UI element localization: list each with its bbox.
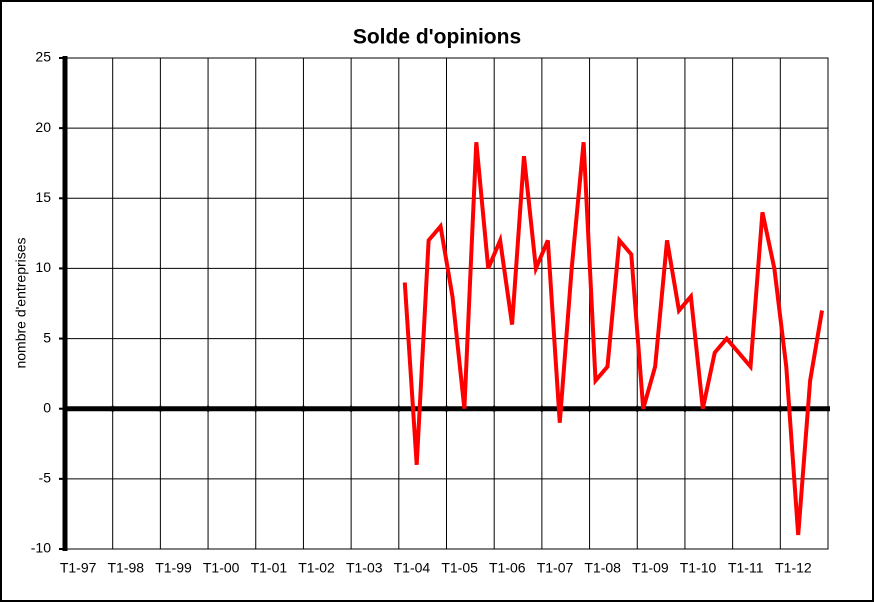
x-tick-label: T1-06	[489, 560, 526, 576]
y-tick-label: -10	[31, 540, 51, 556]
y-tick-label: 20	[35, 119, 51, 135]
x-tick-label: T1-07	[537, 560, 574, 576]
y-tick-label: 10	[35, 259, 51, 275]
x-tick-label: T1-04	[394, 560, 431, 576]
x-tick-label: T1-00	[203, 560, 240, 576]
y-tick-label: -5	[39, 470, 52, 486]
x-tick-label: T1-08	[584, 560, 621, 576]
x-tick-label: T1-10	[680, 560, 717, 576]
y-tick-label: 0	[43, 399, 51, 415]
y-tick-label: 5	[43, 329, 51, 345]
data-line	[402, 141, 825, 536]
x-tick-label: T1-12	[775, 560, 812, 576]
x-tick-label: T1-05	[441, 560, 478, 576]
x-tick-label: T1-98	[108, 560, 145, 576]
x-tick-label: T1-99	[155, 560, 192, 576]
x-tick-label: T1-97	[60, 560, 97, 576]
x-tick-label: T1-03	[346, 560, 383, 576]
x-tick-label: T1-09	[632, 560, 669, 576]
x-tick-label: T1-02	[298, 560, 335, 576]
y-axis-label: nombre d'entreprises	[13, 237, 29, 368]
x-tick-label: T1-01	[251, 560, 288, 576]
chart-title: Solde d'opinions	[353, 26, 521, 49]
y-tick-label: 15	[35, 189, 51, 205]
x-tick-label: T1-11	[728, 560, 764, 576]
y-tick-label: 25	[35, 49, 51, 65]
